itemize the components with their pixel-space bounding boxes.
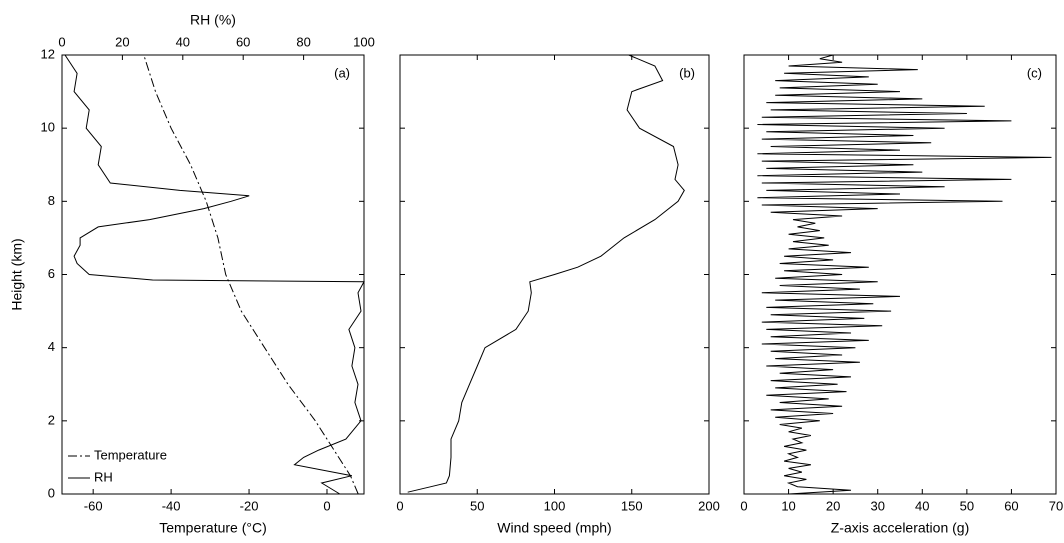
- y-tick-label: 8: [48, 193, 55, 208]
- x-tick-label: 0: [396, 498, 403, 513]
- legend-label: Temperature: [94, 447, 167, 462]
- x2-tick-label: 100: [353, 34, 375, 49]
- x2-axis-label: RH (%): [190, 12, 236, 28]
- x-tick-label: -40: [162, 498, 181, 513]
- x-tick-label: 60: [1004, 498, 1018, 513]
- data-line: [407, 54, 685, 493]
- y-tick-label: 6: [48, 266, 55, 281]
- x-tick-label: 70: [1049, 498, 1063, 513]
- x2-tick-label: 40: [176, 34, 190, 49]
- y-tick-label: 4: [48, 339, 55, 354]
- x-tick-label: 50: [470, 498, 484, 513]
- x-tick-label: 150: [621, 498, 643, 513]
- plot-frame: [61, 54, 365, 495]
- x-axis-label: Temperature (°C): [159, 520, 267, 536]
- x-tick-label: -60: [84, 498, 103, 513]
- y-axis-label: Height (km): [9, 238, 25, 310]
- x-axis-label: Wind speed (mph): [497, 520, 611, 536]
- x-tick-label: 0: [740, 498, 747, 513]
- panel-label: (b): [679, 65, 695, 80]
- data-line: [757, 54, 1052, 495]
- legend-label: RH: [94, 469, 113, 484]
- x-tick-label: 100: [544, 498, 566, 513]
- x-axis-label: Z-axis acceleration (g): [831, 520, 970, 536]
- y-tick-label: 2: [48, 412, 55, 427]
- data-line: [143, 54, 359, 495]
- y-tick-label: 10: [41, 120, 55, 135]
- x2-tick-label: 20: [115, 34, 129, 49]
- x2-tick-label: 60: [236, 34, 250, 49]
- x2-tick-label: 0: [58, 34, 65, 49]
- y-tick-label: 12: [41, 46, 55, 61]
- x-tick-label: -20: [240, 498, 259, 513]
- x-tick-label: 50: [960, 498, 974, 513]
- x-tick-label: 20: [826, 498, 840, 513]
- x-tick-label: 40: [915, 498, 929, 513]
- panel-label: (a): [334, 65, 350, 80]
- x-tick-label: 200: [698, 498, 720, 513]
- x2-tick-label: 80: [296, 34, 310, 49]
- y-tick-label: 0: [48, 485, 55, 500]
- x-tick-label: 0: [323, 498, 330, 513]
- x-tick-label: 10: [781, 498, 795, 513]
- panel-label: (c): [1027, 65, 1042, 80]
- x-tick-label: 30: [870, 498, 884, 513]
- data-line: [64, 54, 365, 495]
